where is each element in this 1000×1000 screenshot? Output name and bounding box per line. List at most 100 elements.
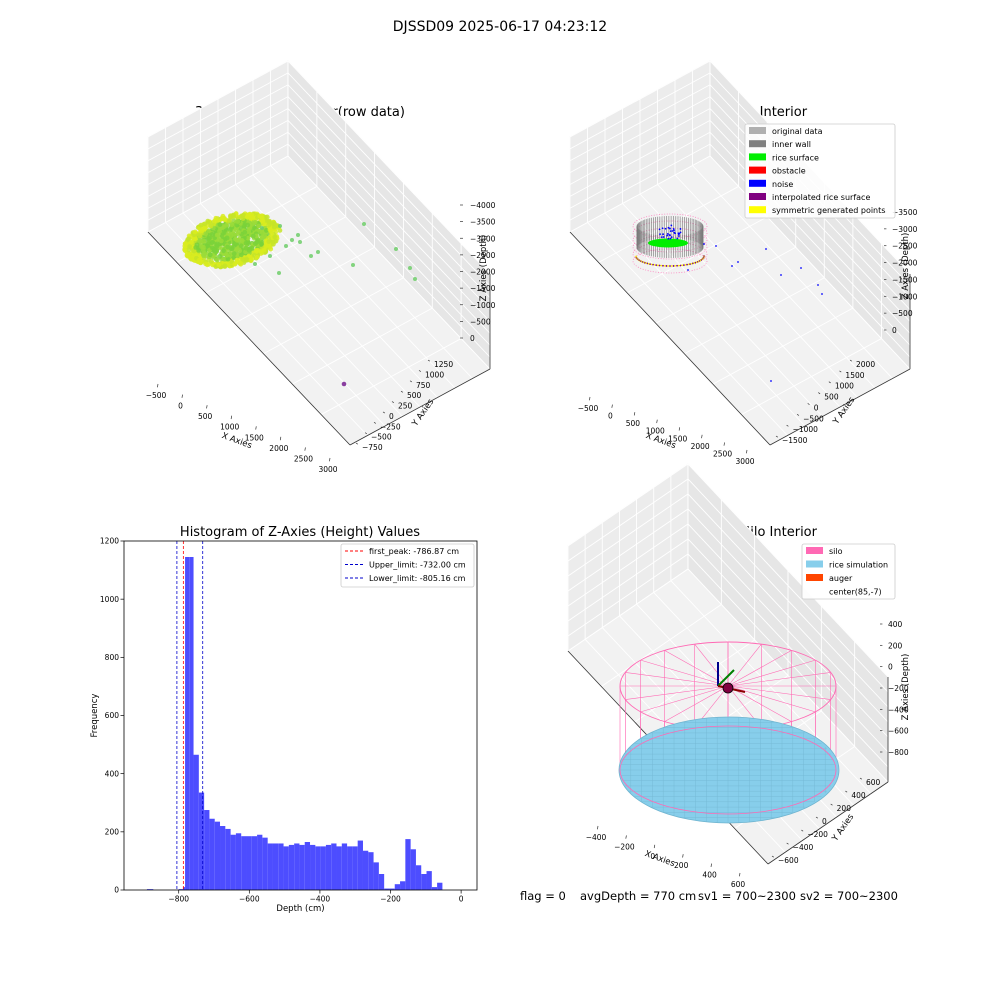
raw-y-tick-label: 500 [407, 391, 422, 400]
cls-grid-y [674, 174, 876, 389]
cls-noise-point [668, 234, 671, 236]
hist-bar [267, 843, 273, 890]
raw-point [298, 240, 302, 244]
raw-point [254, 239, 260, 245]
sim-y-tick-label: −600 [778, 856, 799, 865]
sim-x-tick [739, 872, 741, 877]
cls-z-tick-label: 0 [892, 326, 897, 335]
simulation-3d-panel: 3D simulation of Silo Interior4002000−20… [567, 463, 911, 889]
raw-x-tick-label: 1500 [245, 433, 264, 442]
sim-grid-z [567, 538, 889, 753]
cls-y-tick [775, 435, 778, 438]
raw-point [271, 224, 277, 230]
raw-point [197, 259, 203, 265]
cls-noise-point [669, 227, 671, 230]
raw-point [259, 215, 265, 221]
cls-noise-point [737, 261, 739, 263]
sim-x-tick-label: 400 [702, 871, 717, 880]
cls-legend-label: original data [772, 127, 823, 136]
hist-bar [320, 846, 326, 890]
cls-z-tick-label: −2000 [892, 259, 918, 268]
sim-y-axis-line [767, 781, 889, 865]
hist-bar [352, 846, 358, 890]
raw-point [199, 228, 205, 234]
cls-legend-swatch [749, 206, 766, 214]
raw-point [231, 251, 237, 257]
sim-silo-spoke [694, 643, 729, 687]
cls-generated-point [653, 264, 656, 266]
cls-legend-swatch [749, 140, 766, 148]
cls-noise-point [687, 269, 689, 271]
raw-point [269, 231, 275, 237]
sim-y-tick-label: −400 [793, 843, 814, 852]
raw-point [254, 248, 259, 253]
cls-z-tick-label: −3000 [892, 225, 918, 234]
hist-y-tick-label: 200 [105, 828, 120, 837]
cls-legend-label: rice surface [772, 153, 819, 162]
cls-grid-z [569, 84, 911, 299]
raw-point [224, 235, 230, 241]
cls-noise-point [670, 236, 673, 239]
sim-x-tick-label: −200 [614, 842, 635, 851]
cls-x-tick-label: −500 [578, 404, 599, 413]
raw-point [236, 229, 241, 235]
cls-grid-z [569, 143, 911, 358]
hist-y-tick-label: 400 [105, 769, 120, 778]
raw-point [208, 223, 214, 229]
cls-grid-z [569, 96, 911, 310]
cls-x-tick [746, 449, 748, 454]
cls-y-tick [807, 403, 810, 405]
hist-x-tick-label: −200 [380, 895, 401, 904]
raw-y-tick [391, 401, 394, 403]
cls-noise-point [660, 236, 663, 239]
raw-point [238, 252, 244, 258]
cls-y-tick [796, 413, 800, 416]
sim-x-tick [710, 863, 712, 867]
raw-z-tick-label: −2000 [470, 268, 496, 277]
sim-x-axis-label: X Axies [643, 849, 676, 869]
sim-legend-swatch [806, 560, 823, 568]
raw-point [316, 250, 320, 254]
cls-generated-point [687, 263, 690, 266]
cls-noise-point [678, 235, 680, 237]
cls-y-tick-label: −1500 [782, 436, 808, 445]
raw-point [250, 233, 256, 239]
cls-rice-surface [648, 238, 688, 248]
sim-legend-label: auger [829, 574, 853, 583]
raw-x-tick [181, 394, 183, 398]
sim-legend-label: silo [829, 547, 843, 556]
cls-generated-point [681, 264, 684, 267]
cls-noise-point [666, 234, 669, 237]
cls-generated-point [635, 255, 637, 258]
cls-y-tick-label: 500 [824, 393, 839, 402]
raw-point [254, 254, 260, 260]
hist-bar [336, 846, 342, 890]
raw-x-tick [230, 415, 233, 420]
raw-point [272, 234, 278, 240]
cls-generated-point [658, 264, 661, 267]
sim-silo-spoke [640, 659, 729, 687]
raw-x-axis-line [147, 231, 351, 446]
hist-bar [389, 888, 395, 890]
hist-bar [272, 843, 279, 890]
cls-z-axis-label: Z Axies (Depth) [901, 233, 911, 300]
hist-bar [394, 884, 401, 890]
cls-generated-point [679, 264, 682, 267]
raw-z-tick-label: −2500 [470, 251, 496, 260]
sim-silo-spoke [727, 685, 816, 713]
sim-grid-z [567, 508, 889, 723]
raw-z-tick-label: −1000 [470, 301, 496, 310]
raw-grid-z [147, 60, 491, 275]
cls-legend-swatch [749, 193, 766, 200]
cls-noise-point [800, 267, 802, 269]
sim-y-tick [845, 790, 848, 793]
raw-point [214, 257, 220, 263]
raw-x-tick [157, 383, 159, 388]
raw-point [225, 256, 231, 262]
footer-sv2: sv2 = 700~2300 [800, 889, 898, 903]
sim-grid-z [567, 478, 889, 693]
cls-legend-frame [744, 123, 896, 219]
cls-noise-point [662, 233, 665, 236]
raw-point [273, 238, 279, 244]
